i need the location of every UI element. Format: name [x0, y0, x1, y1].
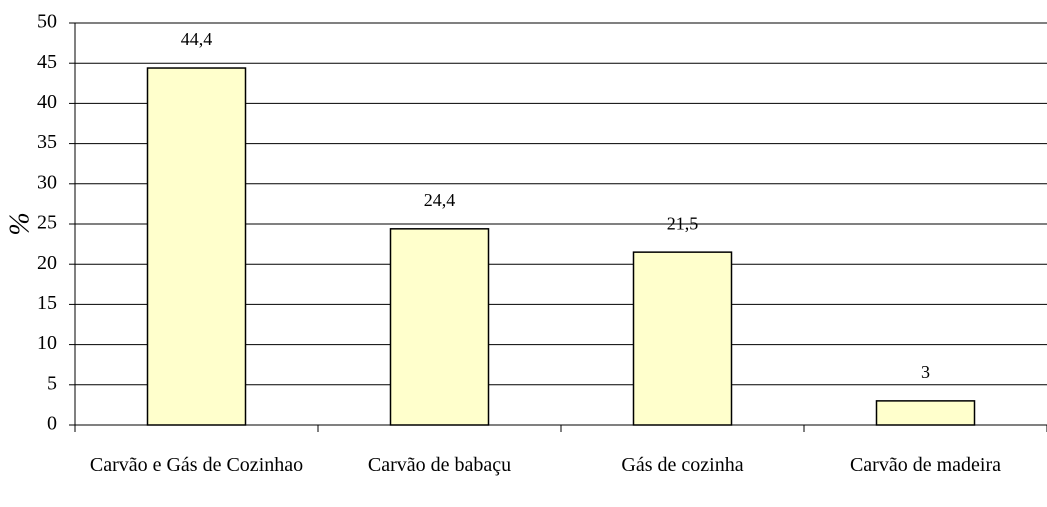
- y-tick-label: 35: [37, 131, 57, 153]
- value-label: 44,4: [181, 29, 213, 49]
- bar: [875, 400, 976, 426]
- y-tick-label: 10: [37, 332, 57, 354]
- x-tick-label: Gás de cozinha: [621, 454, 744, 476]
- value-label: 21,5: [667, 213, 699, 233]
- x-tick-label: Carvão de babaçu: [367, 454, 512, 476]
- y-tick-label: 30: [37, 171, 57, 193]
- bar: [389, 228, 490, 426]
- y-tick-label: 25: [37, 212, 57, 234]
- x-tick-label: Carvão e Gás de Cozinhao: [89, 454, 304, 476]
- bar: [146, 67, 247, 426]
- y-tick-label: 0: [47, 413, 57, 435]
- y-tick-label: 5: [47, 372, 57, 394]
- value-label: 3: [921, 362, 930, 382]
- bar: [632, 251, 733, 426]
- value-label: 24,4: [424, 190, 456, 210]
- y-tick-label: 50: [37, 11, 57, 33]
- y-tick-label: 15: [37, 292, 57, 314]
- y-tick-label: 45: [37, 51, 57, 73]
- y-tick-label: 20: [37, 252, 57, 274]
- y-axis-label: %: [4, 212, 35, 235]
- y-tick-label: 40: [37, 91, 57, 113]
- x-tick-label: Carvão de madeira: [849, 454, 1002, 476]
